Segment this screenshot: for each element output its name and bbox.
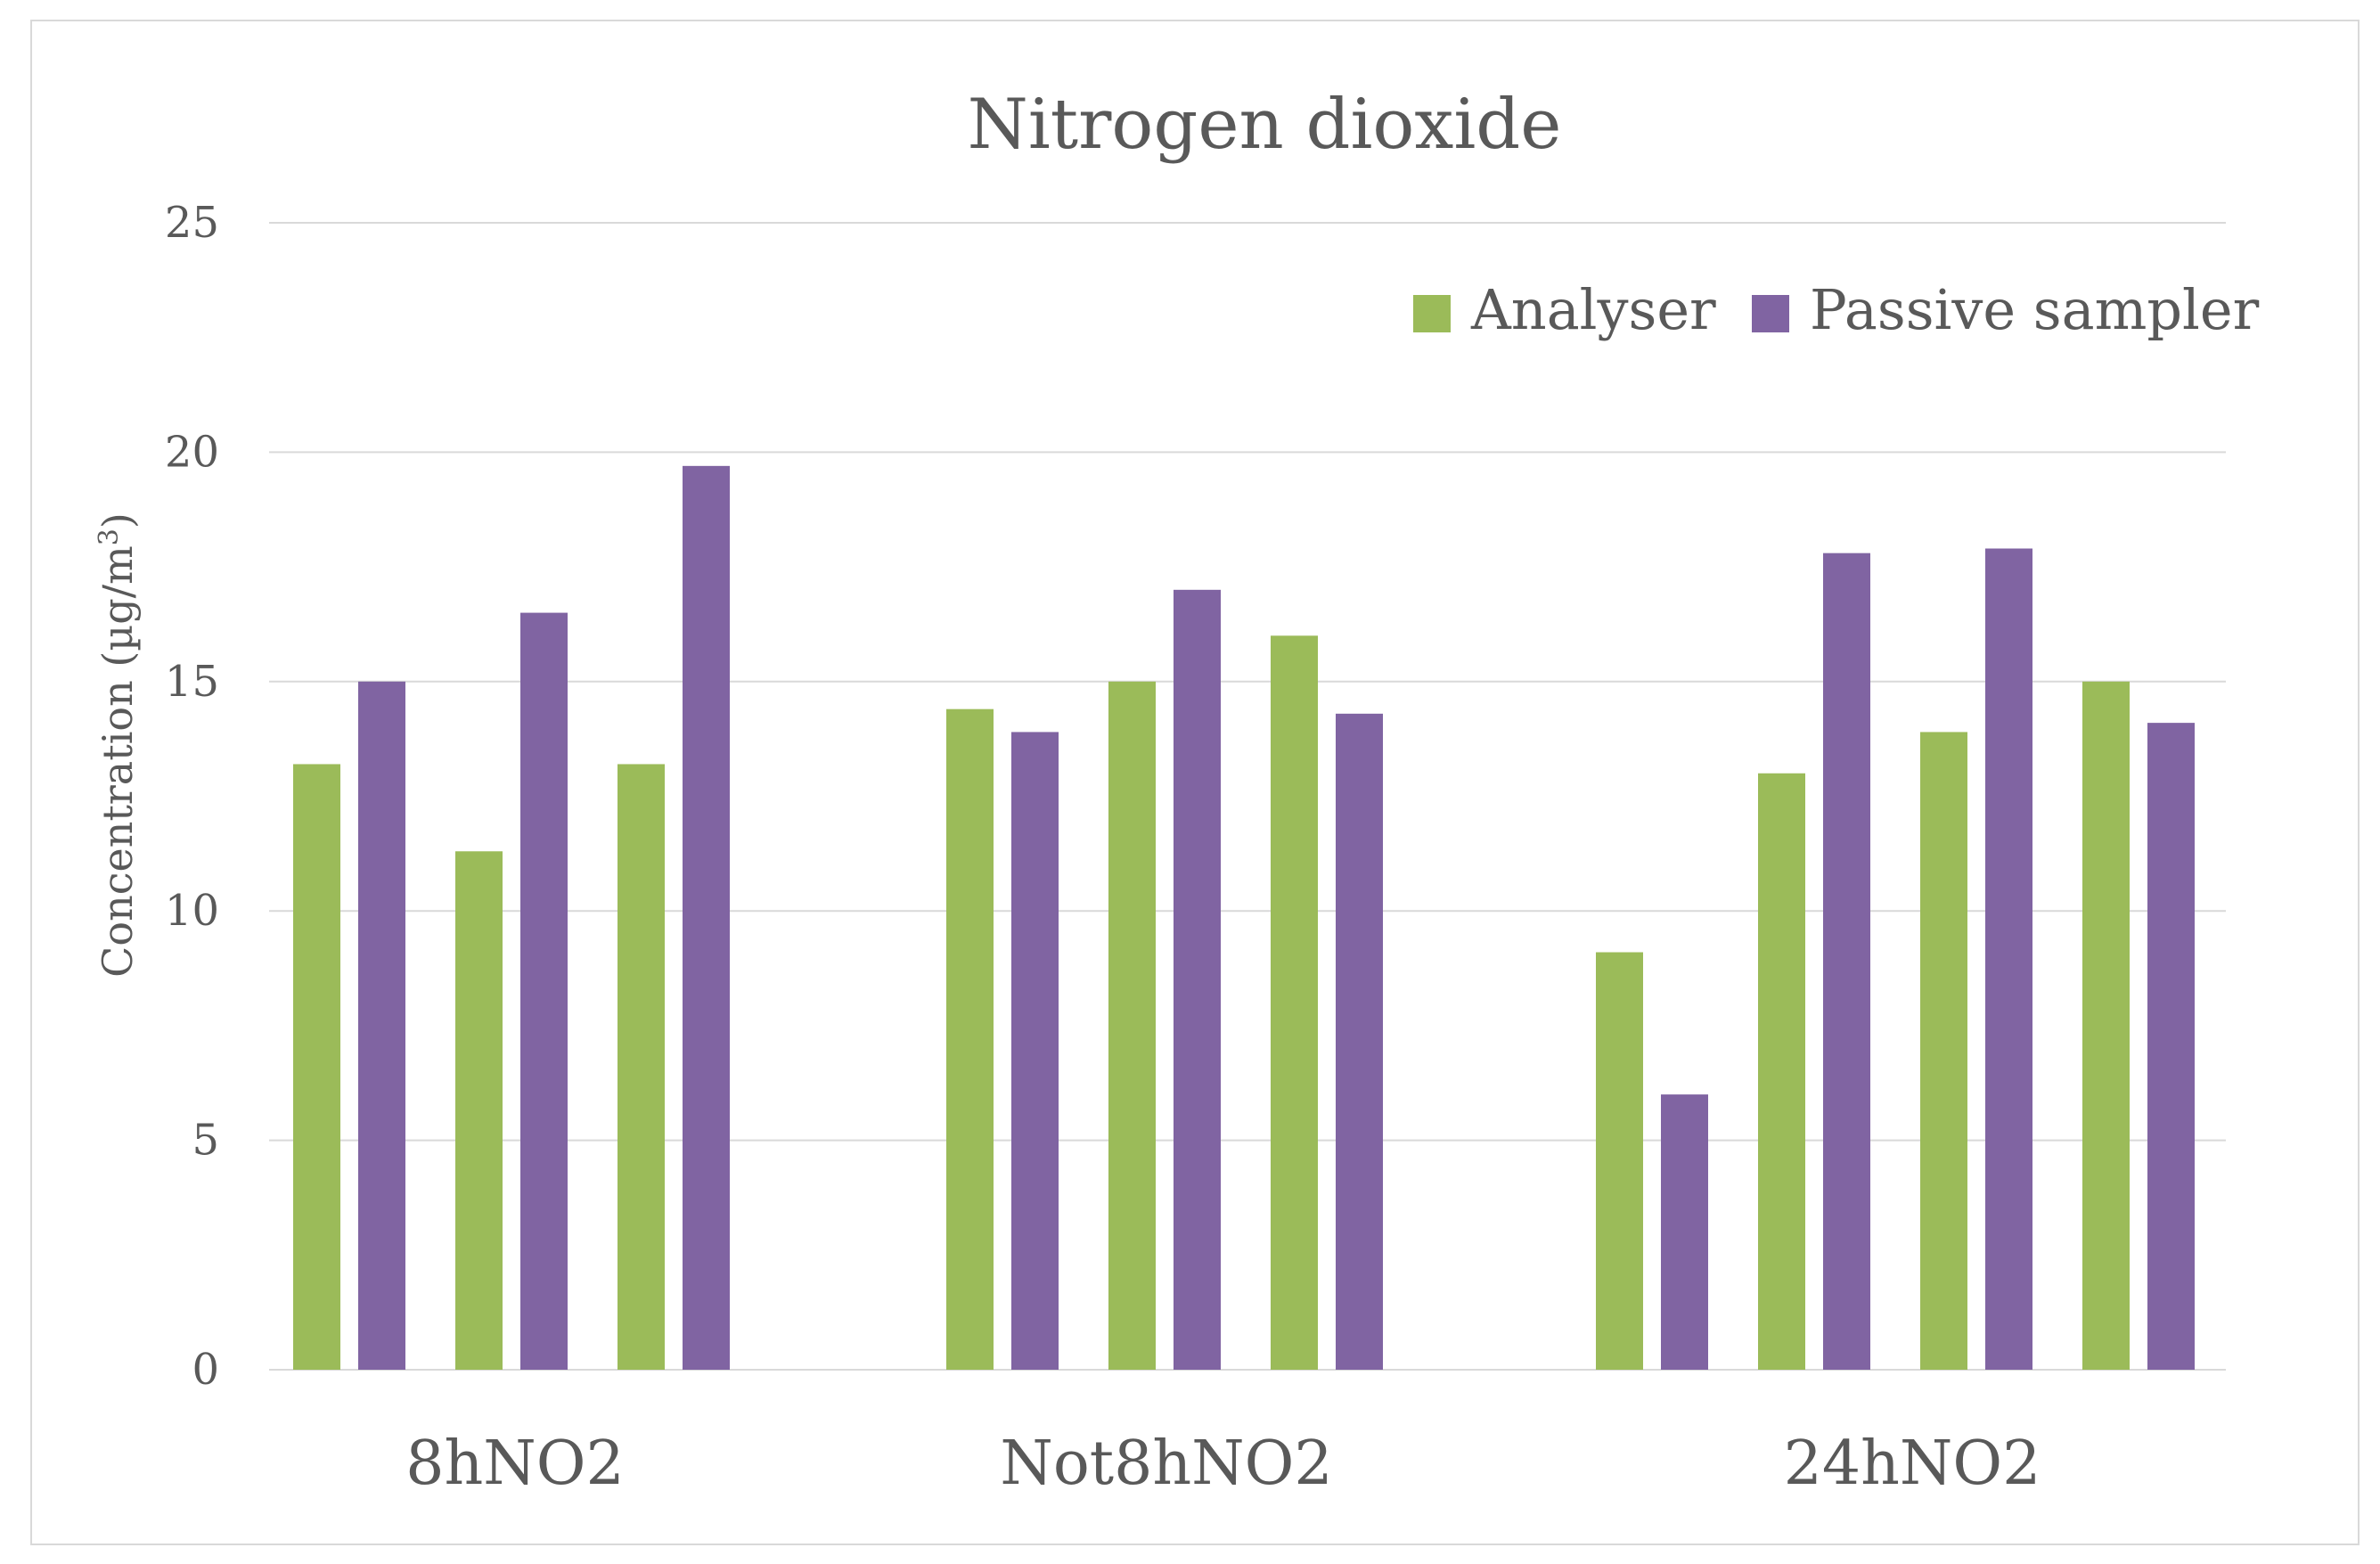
x-category-label: 8hNO2 [405,1429,625,1499]
bar-passive-sampler-8hNO2-3 [683,465,730,1370]
y-axis-title-close: ) [94,512,142,528]
legend-label-passive-sampler: Passive sampler [1810,277,2260,342]
bar-analyser-24hNO2-1 [1596,952,1643,1370]
chart-title: Nitrogen dioxide [968,85,1562,165]
bar-passive-sampler-Not8hNO2-1 [1011,732,1059,1370]
bar-analyser-8hNO2-3 [617,764,665,1370]
chart-svg: Nitrogen dioxide 0 5 10 15 20 25 8hNO2 Not8hNO… [94,85,2260,1499]
y-axis-title: Concentration (µg/m3) [94,512,142,978]
bar-passive-sampler-24hNO2-4 [2147,723,2195,1370]
bar-passive-sampler-Not8hNO2-2 [1174,589,1221,1370]
x-category-label: Not8hNO2 [1000,1429,1332,1499]
y-axis-title-main: Concentration (µg/m [94,545,142,978]
y-tick-label: 10 [165,886,219,936]
x-category-label: 24hNO2 [1784,1429,2041,1499]
y-tick-label: 25 [165,198,219,248]
bar-analyser-8hNO2-1 [293,764,340,1370]
chart-frame: Nitrogen dioxide 0 5 10 15 20 25 8hNO2 Not8hNO… [30,20,2360,1545]
y-tick-label: 20 [165,427,219,477]
bars [293,465,2195,1370]
gridlines [269,222,2226,1371]
bar-analyser-Not8hNO2-3 [1271,635,1318,1370]
y-tick-label: 15 [165,657,219,707]
bar-passive-sampler-24hNO2-2 [1823,553,1870,1370]
bar-analyser-24hNO2-4 [2082,681,2130,1370]
legend-swatch-analyser [1413,295,1451,332]
bar-analyser-Not8hNO2-2 [1108,681,1156,1370]
y-tick-label: 5 [192,1116,219,1166]
bar-passive-sampler-8hNO2-1 [358,681,405,1370]
y-axis-title-superscript: 3 [94,528,125,545]
legend: Analyser Passive sampler [1413,277,2260,342]
bar-analyser-24hNO2-2 [1758,773,1805,1370]
bar-passive-sampler-24hNO2-1 [1661,1094,1708,1370]
bar-passive-sampler-Not8hNO2-3 [1336,713,1383,1370]
legend-label-analyser: Analyser [1470,277,1716,342]
y-tick-label: 0 [192,1345,219,1395]
bar-analyser-24hNO2-3 [1920,732,1967,1370]
bar-passive-sampler-24hNO2-3 [1985,548,2032,1370]
x-axis-ticks: 8hNO2 Not8hNO2 24hNO2 [405,1429,2041,1499]
bar-analyser-Not8hNO2-1 [946,708,994,1370]
bar-analyser-8hNO2-2 [455,851,503,1370]
bar-passive-sampler-8hNO2-2 [520,612,568,1370]
legend-swatch-passive-sampler [1752,295,1789,332]
y-axis-ticks: 0 5 10 15 20 25 [165,198,219,1395]
